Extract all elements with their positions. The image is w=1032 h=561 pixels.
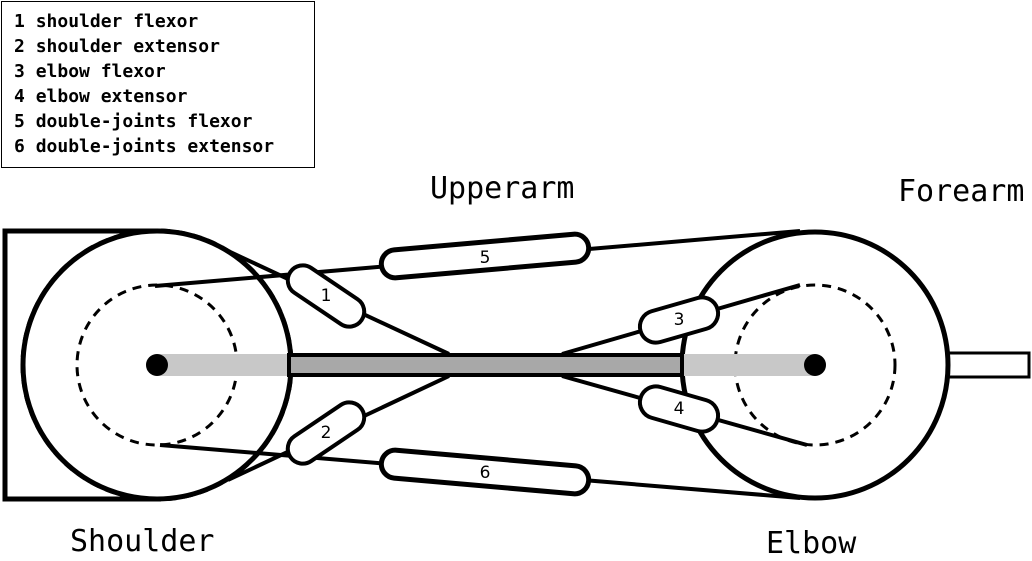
upperarm-dark-segment <box>287 353 684 377</box>
muscle-4-label: 4 <box>674 399 685 419</box>
legend: 1 shoulder flexor 2 shoulder extensor 3 … <box>1 1 315 168</box>
forearm-label: Forearm <box>898 174 1025 209</box>
upperarm-label: Upperarm <box>430 171 575 206</box>
muscle-6 <box>378 447 592 497</box>
muscle-4 <box>637 384 721 434</box>
muscle-3 <box>637 295 721 345</box>
legend-label: shoulder flexor <box>35 11 199 32</box>
legend-label: shoulder extensor <box>35 36 220 57</box>
legend-item: 5 double-joints flexor <box>14 109 314 134</box>
legend-label: elbow flexor <box>35 61 166 82</box>
legend-number: 2 <box>14 36 25 57</box>
elbow-inner-dashed-circle <box>733 283 897 447</box>
shoulder-pivot <box>146 354 168 376</box>
legend-number: 5 <box>14 111 25 132</box>
muscle-6-label: 6 <box>480 463 491 483</box>
legend-item: 6 double-joints extensor <box>14 134 314 159</box>
legend-item: 1 shoulder flexor <box>14 9 314 34</box>
muscle-2-label: 2 <box>321 423 332 443</box>
legend-number: 1 <box>14 11 25 32</box>
muscle-5 <box>378 231 592 281</box>
legend-label: double-joints flexor <box>35 111 253 132</box>
muscle-1-label: 1 <box>321 286 332 306</box>
legend-label: elbow extensor <box>35 86 188 107</box>
legend-item: 2 shoulder extensor <box>14 34 314 59</box>
legend-number: 3 <box>14 61 25 82</box>
elbow-label: Elbow <box>766 526 857 561</box>
muscle-5-label: 5 <box>480 248 491 268</box>
legend-number: 4 <box>14 86 25 107</box>
shoulder-label: Shoulder <box>70 524 215 559</box>
legend-number: 6 <box>14 136 25 157</box>
shoulder-base <box>2 228 157 502</box>
legend-item: 4 elbow extensor <box>14 84 314 109</box>
muscle-1 <box>285 263 367 329</box>
elbow-pivot <box>804 354 826 376</box>
muscle-2 <box>285 400 367 466</box>
muscle-3-label: 3 <box>674 310 685 330</box>
legend-label: double-joints extensor <box>35 136 275 157</box>
legend-item: 3 elbow flexor <box>14 59 314 84</box>
